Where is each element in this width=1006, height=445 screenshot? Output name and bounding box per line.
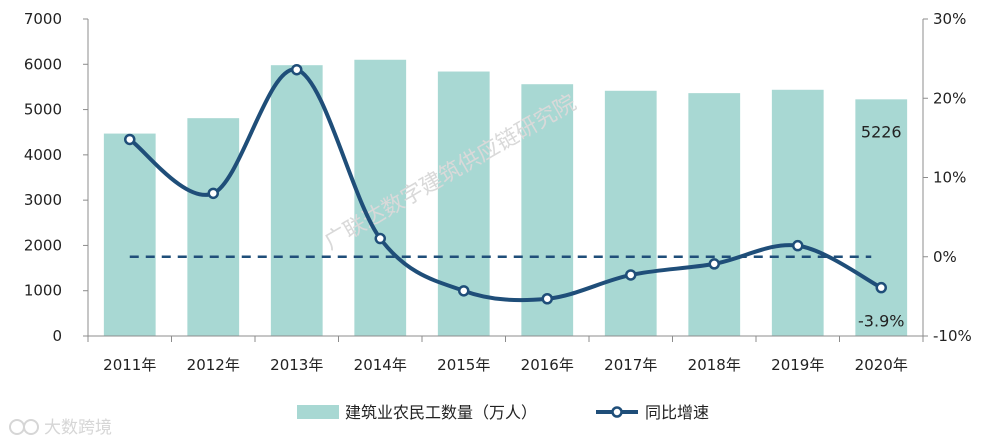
axes — [83, 18, 928, 342]
x-tick-label: 2020年 — [855, 356, 908, 374]
growth-line-series — [124, 63, 887, 305]
y-left-tick-label: 0 — [52, 327, 62, 345]
growth-point-7 — [708, 258, 720, 270]
x-tick-label: 2016年 — [521, 356, 574, 374]
bar-8 — [771, 89, 824, 336]
y-right-tick-label: 0% — [933, 248, 957, 266]
x-tick-label: 2019年 — [771, 356, 824, 374]
tick-labels: 0 1000 2000 3000 4000 5000 6000 7000 -10% 0% 10% 20… — [24, 10, 972, 374]
bar-9 — [855, 99, 908, 337]
x-tick-label: 2013年 — [270, 356, 323, 374]
x-tick-label: 2014年 — [354, 356, 407, 374]
x-tick-label: 2017年 — [604, 356, 657, 374]
y-left-tick-label: 2000 — [24, 236, 62, 254]
brand-logo-text: 大数跨境 — [44, 418, 112, 438]
x-tick-label: 2015年 — [437, 356, 490, 374]
legend-bar-label: 建筑业农民工数量（万人） — [345, 403, 537, 422]
y-right-tick-label: 10% — [933, 169, 966, 187]
growth-point-9 — [875, 281, 887, 294]
growth-point-5 — [541, 293, 553, 305]
bar-2 — [270, 65, 323, 336]
logo-icon — [9, 419, 39, 435]
legend-bar-swatch — [297, 405, 339, 419]
bar-7 — [688, 93, 741, 336]
y-right-tick-label: 20% — [933, 89, 966, 107]
x-tick-label: 2018年 — [688, 356, 741, 374]
bar-3 — [354, 59, 407, 336]
growth-line — [128, 67, 883, 303]
growth-point-0 — [124, 133, 136, 146]
y-left-tick-label: 3000 — [24, 191, 62, 209]
bar-value-label: 5226 — [861, 122, 902, 141]
legend-line-marker — [611, 406, 623, 418]
legend: 建筑业农民工数量（万人） 同比增速 — [297, 403, 709, 422]
growth-point-1 — [207, 187, 219, 200]
y-left-tick-label: 5000 — [24, 101, 62, 119]
brand-logo: 大数跨境 — [9, 418, 112, 438]
x-tick-label: 2011年 — [103, 356, 156, 374]
y-left-tick-label: 7000 — [24, 10, 62, 28]
growth-value-label: -3.9% — [858, 312, 904, 331]
y-right-tick-label: -10% — [933, 327, 972, 345]
growth-point-8 — [792, 239, 804, 252]
annotations: 5226 -3.9% — [858, 122, 904, 330]
y-left-tick-label: 6000 — [24, 55, 62, 73]
growth-point-3 — [374, 232, 386, 245]
y-right-tick-label: 30% — [933, 10, 966, 28]
growth-point-4 — [458, 285, 470, 297]
legend-line-label: 同比增速 — [645, 403, 709, 422]
bar-6 — [604, 90, 657, 336]
y-left-tick-label: 4000 — [24, 146, 62, 164]
growth-point-6 — [625, 269, 637, 281]
growth-point-2 — [291, 63, 303, 76]
y-left-tick-label: 1000 — [24, 282, 62, 300]
bar-0 — [103, 133, 156, 336]
bar-series — [103, 59, 908, 337]
bar-1 — [187, 118, 240, 336]
x-tick-label: 2012年 — [187, 356, 240, 374]
